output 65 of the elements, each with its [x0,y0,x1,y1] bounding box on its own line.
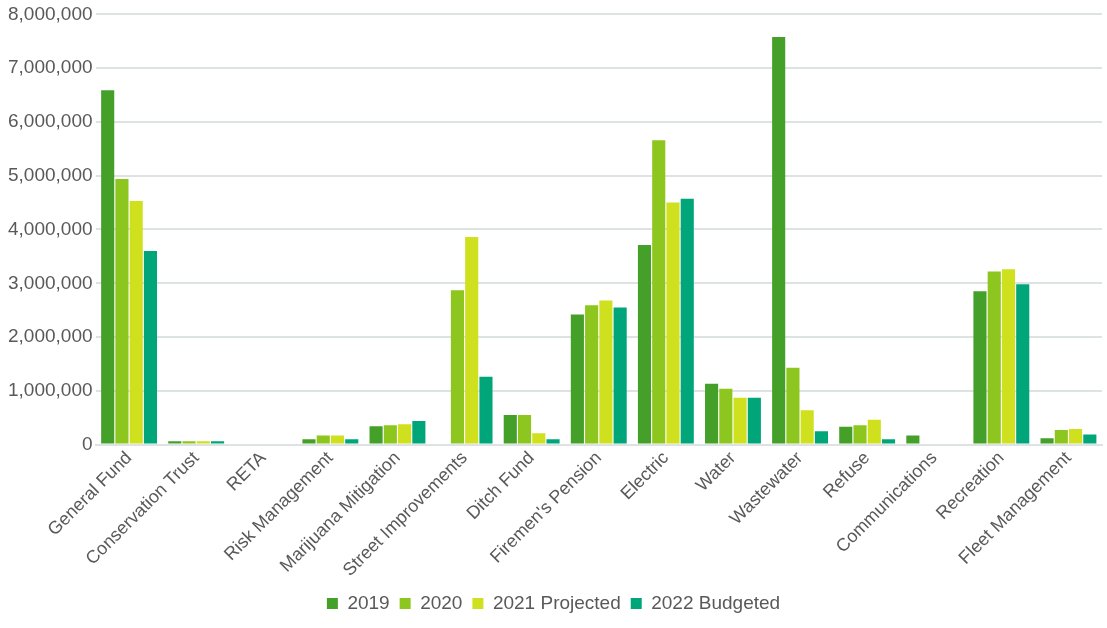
bar [532,433,546,444]
bar [345,439,359,444]
bar [465,237,479,444]
bar [800,410,814,444]
y-tick-label: 0 [81,432,93,454]
y-tick-label: 4,000,000 [7,217,93,239]
bar [517,415,532,444]
bar [143,251,158,444]
bar [412,420,426,444]
bar [585,305,599,444]
bar [772,36,786,444]
bar [786,367,800,444]
bar [450,290,464,444]
bar [719,388,733,444]
bar [973,291,987,444]
bar [881,439,896,444]
bar [115,178,129,444]
bar [570,314,584,444]
bar [853,425,867,444]
bar [666,202,680,444]
y-tick-label: 6,000,000 [7,110,93,132]
bar [1069,429,1083,444]
bar [906,435,920,444]
bar [814,431,828,444]
bar [867,419,881,444]
bar [168,441,182,444]
bar [330,435,345,444]
y-tick-label: 8,000,000 [7,2,93,24]
bar [503,415,517,444]
legend-label: 2022 Budgeted [651,591,781,613]
bar [839,426,853,444]
bar [705,383,719,444]
bar [182,441,196,444]
bar [1001,269,1016,444]
bar [637,245,652,444]
y-tick-label: 5,000,000 [7,163,93,185]
bar [211,441,225,444]
bar [479,376,493,444]
legend-label: 2021 Projected [492,591,621,613]
bar [398,424,412,444]
bar [599,300,613,444]
bar [383,425,397,444]
y-tick-label: 1,000,000 [7,379,93,401]
bar [747,397,761,444]
legend-label: 2020 [420,591,463,613]
y-tick-label: 3,000,000 [7,271,93,293]
bar [733,397,747,444]
y-tick-label: 2,000,000 [7,325,93,347]
bar [369,426,383,444]
bar [1040,438,1054,444]
legend-label: 2019 [347,591,390,613]
bar [1016,284,1030,444]
bar [546,439,560,444]
bar [613,307,627,444]
bar [196,441,210,444]
bar [680,198,694,444]
bar [302,439,316,444]
bar [1083,434,1097,444]
bar [129,201,143,444]
bar [1054,430,1068,444]
bar [101,90,115,444]
y-tick-label: 7,000,000 [7,56,93,78]
bar [316,435,330,444]
bar [987,271,1001,444]
bar [652,140,666,444]
